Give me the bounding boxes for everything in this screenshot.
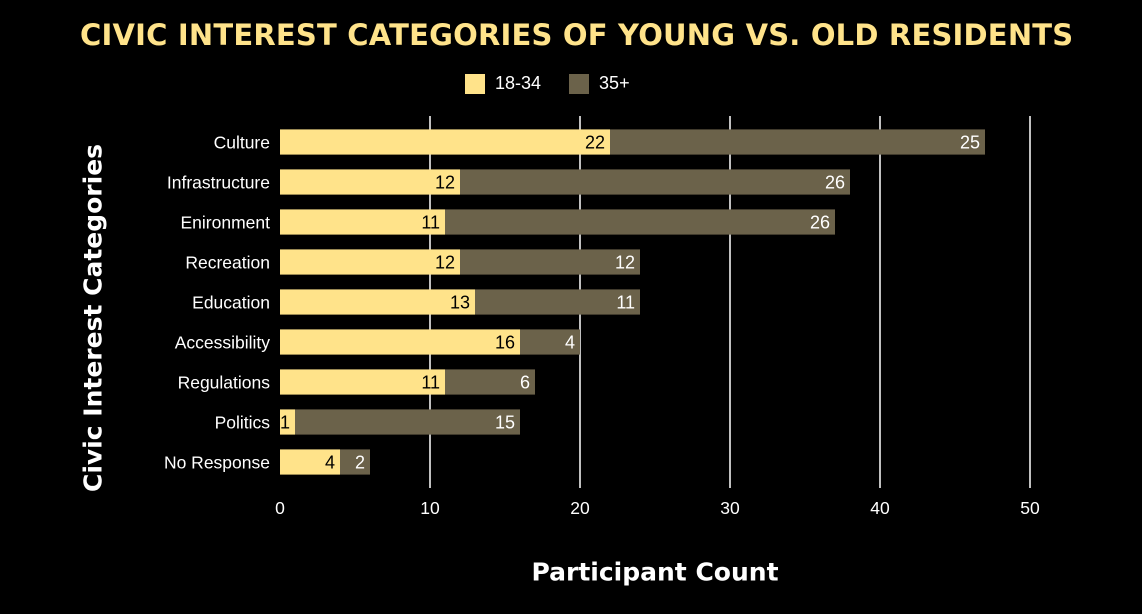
data-label-recreation-series-1: 12 <box>615 253 635 273</box>
legend-label-old: 35+ <box>599 73 630 93</box>
y-tick-label-education: Education <box>192 293 270 313</box>
x-tick-label-30: 30 <box>720 498 740 518</box>
legend-label-young: 18-34 <box>495 73 542 93</box>
data-label-education-series-1: 11 <box>616 293 635 313</box>
data-label-accessibility-series-1: 4 <box>565 333 575 353</box>
y-tick-label-recreation: Recreation <box>185 253 270 273</box>
bar-education-series-0 <box>280 289 475 315</box>
data-label-no-response-series-0: 4 <box>325 453 335 473</box>
bar-infrastructure-series-1 <box>460 169 850 195</box>
bar-no-response-series-1 <box>340 449 370 475</box>
bar-culture-series-0 <box>280 129 610 155</box>
data-label-no-response-series-1: 2 <box>355 453 365 473</box>
x-tick-label-20: 20 <box>570 498 590 518</box>
legend: 18-34 35+ <box>465 73 630 94</box>
bar-enironment-series-0 <box>280 209 445 235</box>
data-label-recreation-series-0: 12 <box>435 253 455 273</box>
x-tick-label-0: 0 <box>275 498 285 518</box>
legend-swatch-old <box>569 73 590 94</box>
data-label-politics-series-0: 1 <box>280 413 290 433</box>
bar-politics-series-1 <box>295 409 520 435</box>
data-label-infrastructure-series-1: 26 <box>825 173 845 193</box>
x-tick-label-40: 40 <box>870 498 890 518</box>
bar-education-series-1 <box>475 289 640 315</box>
data-label-enironment-series-0: 11 <box>421 213 440 233</box>
bar-accessibility-series-1 <box>520 329 580 355</box>
bar-culture-series-1 <box>610 129 985 155</box>
legend-item-young[interactable]: 18-34 <box>465 73 541 94</box>
data-label-infrastructure-series-0: 12 <box>435 173 455 193</box>
x-tick-label-50: 50 <box>1020 498 1040 518</box>
bar-infrastructure-series-0 <box>280 169 460 195</box>
data-label-politics-series-1: 15 <box>495 413 515 433</box>
data-label-regulations-series-1: 6 <box>520 373 530 393</box>
bar-enironment-series-1 <box>445 209 835 235</box>
chart-title: CIVIC INTEREST CATEGORIES OF YOUNG VS. O… <box>80 18 1074 52</box>
bar-no-response-series-0 <box>280 449 340 475</box>
y-tick-label-politics: Politics <box>215 413 271 433</box>
legend-item-old[interactable]: 35+ <box>569 73 630 94</box>
y-tick-label-regulations: Regulations <box>178 373 271 393</box>
y-tick-label-culture: Culture <box>214 133 270 153</box>
bar-recreation-series-0 <box>280 249 460 275</box>
data-label-education-series-0: 13 <box>450 293 470 313</box>
data-label-culture-series-0: 22 <box>585 133 605 153</box>
data-label-enironment-series-1: 26 <box>810 213 830 233</box>
data-label-accessibility-series-0: 16 <box>495 333 515 353</box>
bar-politics-series-0 <box>280 409 295 435</box>
bar-regulations-series-0 <box>280 369 445 395</box>
data-label-culture-series-1: 25 <box>960 133 980 153</box>
y-tick-label-infrastructure: Infrastructure <box>167 173 270 193</box>
bar-regulations-series-1 <box>445 369 535 395</box>
x-tick-label-10: 10 <box>420 498 440 518</box>
y-tick-label-accessibility: Accessibility <box>175 333 271 353</box>
x-axis-title: Participant Count <box>531 557 779 587</box>
legend-swatch-young <box>465 73 485 94</box>
y-tick-label-enironment: Enironment <box>181 213 271 233</box>
data-label-regulations-series-0: 11 <box>421 373 440 393</box>
bar-accessibility-series-0 <box>280 329 520 355</box>
y-tick-label-no-response: No Response <box>164 453 270 473</box>
bar-recreation-series-1 <box>460 249 640 275</box>
